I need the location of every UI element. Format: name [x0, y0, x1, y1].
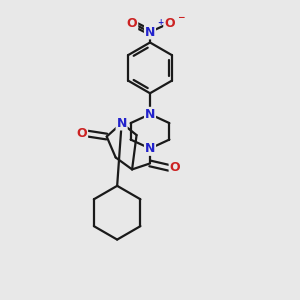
- Text: O: O: [169, 161, 180, 174]
- Text: +: +: [158, 18, 164, 27]
- Text: N: N: [145, 26, 155, 38]
- Text: N: N: [116, 117, 127, 130]
- Text: O: O: [164, 16, 175, 30]
- Text: N: N: [145, 142, 155, 155]
- Text: N: N: [145, 108, 155, 121]
- Text: O: O: [76, 127, 87, 140]
- Text: −: −: [177, 13, 184, 22]
- Text: O: O: [127, 16, 137, 30]
